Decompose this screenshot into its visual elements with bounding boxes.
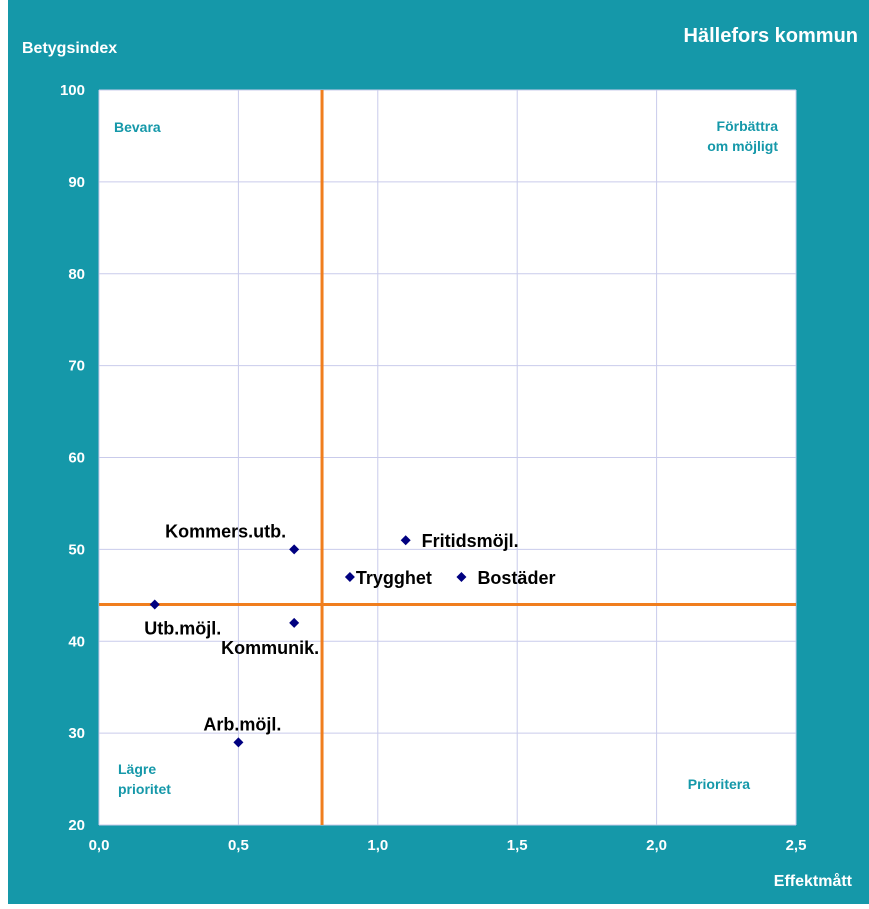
point-label-6: Arb.möjl. [203,714,281,734]
data-point-5 [289,617,300,628]
y-tick-label-5: 70 [68,358,85,375]
frame-white-margin [0,0,8,904]
x-tick-label-4: 2,0 [646,837,667,854]
data-point-2 [344,571,355,582]
point-labels: Kommers.utb. Fritidsmöjl. Trygghet Bostäder… [144,521,555,734]
y-tick-label-8: 100 [60,82,85,99]
y-tick-label-2: 40 [68,633,85,650]
chart-title: Hällefors kommun [684,25,858,47]
y-tick-label-6: 80 [68,266,85,283]
x-axis-title: Effektmått [774,872,853,890]
point-label-2: Trygghet [356,568,432,588]
grid-lines [98,89,797,826]
y-tick-label-0: 20 [68,817,85,834]
data-point-6 [233,737,244,748]
data-point-3 [456,571,467,582]
tick-labels: 0,0 0,5 1,0 1,5 2,0 2,5 20 30 40 50 60 70 80 90 100 [60,82,806,854]
x-tick-label-5: 2,5 [786,837,807,854]
quadrant-label-prioritet: prioritet [118,781,171,797]
point-label-0: Kommers.utb. [165,521,286,541]
quadrant-label-prioritera: Prioritera [688,776,750,792]
y-tick-label-3: 50 [68,541,85,558]
reference-lines [99,90,796,825]
quadrant-label-forbattra: Förbättra [717,118,779,134]
quadrant-label-lagre: Lägre [118,761,156,777]
x-tick-label-1: 0,5 [228,837,249,854]
x-tick-label-0: 0,0 [89,837,110,854]
data-points [149,535,467,748]
point-label-3: Bostäder [477,568,555,588]
data-point-4 [149,599,160,610]
y-tick-label-4: 60 [68,450,85,467]
y-tick-label-7: 90 [68,174,85,191]
data-point-0 [289,544,300,555]
quadrant-label-om-mojligt: om möjligt [707,138,778,154]
y-tick-label-1: 30 [68,725,85,742]
point-label-4: Utb.möjl. [144,619,221,639]
data-point-1 [400,535,411,546]
point-label-5: Kommunik. [221,638,319,658]
x-tick-label-2: 1,0 [367,837,388,854]
point-label-1: Fritidsmöjl. [422,531,519,551]
x-tick-label-3: 1,5 [507,837,528,854]
y-axis-title: Betygsindex [22,40,117,57]
quadrant-label-bevara: Bevara [114,119,161,135]
